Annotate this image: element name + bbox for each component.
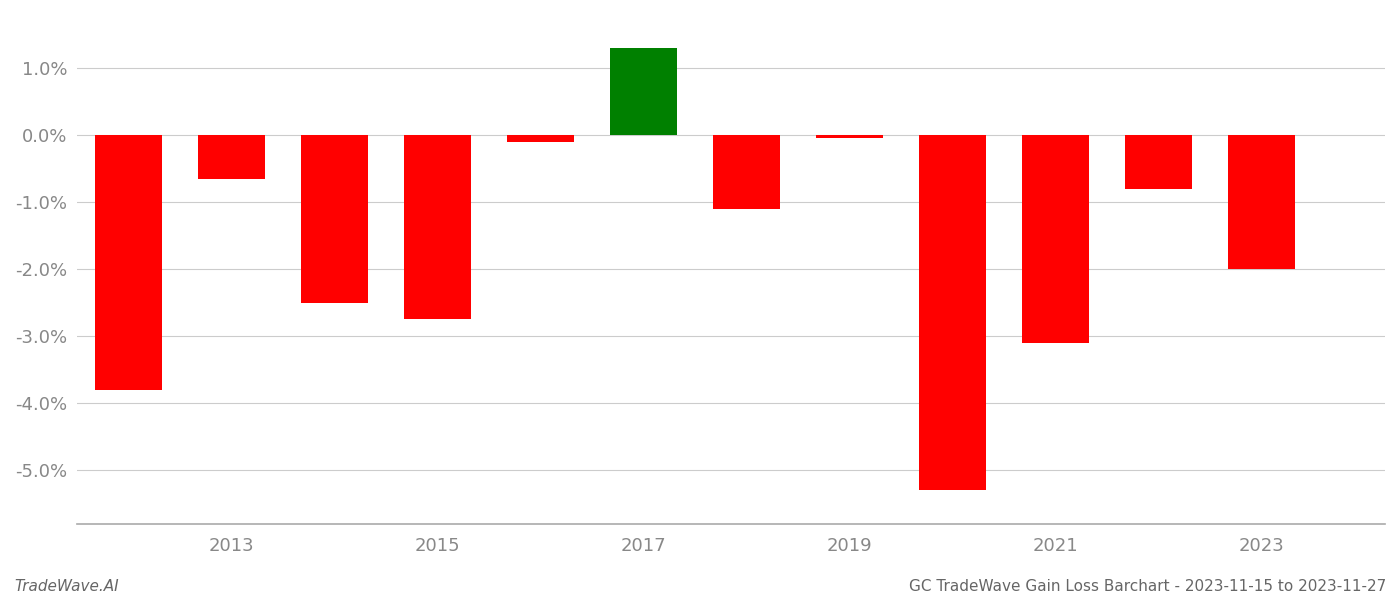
Bar bbox=[301, 135, 368, 302]
Bar bbox=[1022, 135, 1089, 343]
Bar bbox=[610, 48, 676, 135]
Bar bbox=[403, 135, 470, 319]
Bar bbox=[816, 135, 883, 139]
Bar bbox=[197, 135, 265, 179]
Bar bbox=[95, 135, 162, 390]
Text: GC TradeWave Gain Loss Barchart - 2023-11-15 to 2023-11-27: GC TradeWave Gain Loss Barchart - 2023-1… bbox=[909, 579, 1386, 594]
Text: TradeWave.AI: TradeWave.AI bbox=[14, 579, 119, 594]
Bar bbox=[507, 135, 574, 142]
Bar bbox=[713, 135, 780, 209]
Bar bbox=[1228, 135, 1295, 269]
Bar bbox=[1126, 135, 1191, 188]
Bar bbox=[918, 135, 986, 490]
